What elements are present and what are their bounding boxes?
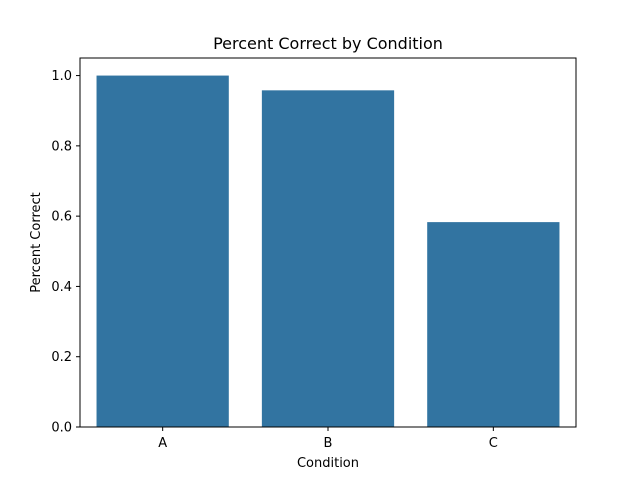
y-tick-label: 0.0 (51, 421, 72, 436)
x-tick-label: A (158, 436, 167, 451)
plot-frame (79, 57, 577, 428)
bar-a (96, 75, 229, 428)
y-tick-label: 1.0 (51, 69, 72, 84)
x-tick-label: B (324, 436, 333, 451)
x-axis-ticks: A B C (158, 427, 498, 451)
y-tick-label: 0.4 (51, 280, 72, 295)
y-axis-ticks: 0.0 0.2 0.4 0.6 0.8 1.0 (51, 69, 80, 436)
bar-b (261, 90, 395, 428)
x-axis-label: Condition (297, 456, 359, 471)
y-tick-label: 0.6 (51, 210, 72, 225)
x-tick-label: C (489, 436, 498, 451)
y-tick-label: 0.8 (51, 139, 72, 154)
bars-group (96, 75, 560, 428)
chart-title: Percent Correct by Condition (213, 34, 443, 53)
y-axis-label: Percent Correct (29, 192, 44, 293)
bar-c (427, 222, 560, 427)
y-tick-label: 0.2 (51, 350, 72, 365)
